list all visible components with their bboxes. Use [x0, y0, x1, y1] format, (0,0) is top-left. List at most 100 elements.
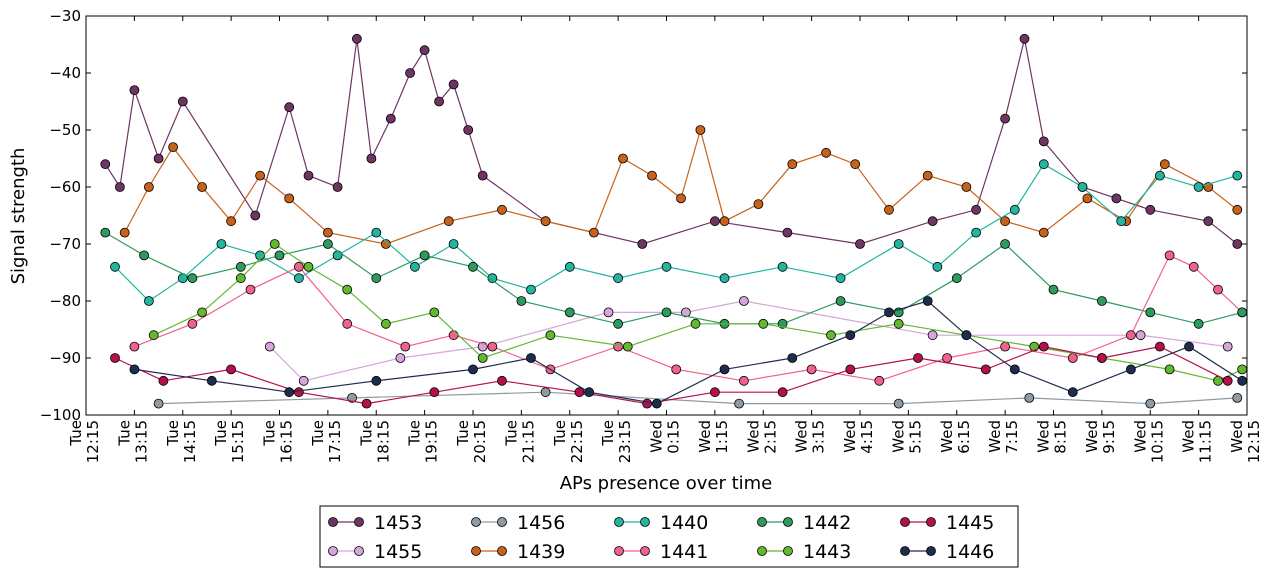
legend-item-1445: 1445	[900, 512, 994, 534]
legend-marker	[783, 546, 793, 556]
point-1446-7	[651, 398, 662, 409]
point-1443-12	[758, 318, 769, 329]
point-1440-5	[293, 273, 304, 284]
point-1453-20	[710, 216, 720, 227]
point-1442-3	[235, 261, 246, 272]
point-1456-0	[153, 398, 164, 409]
point-1446-9	[787, 353, 798, 363]
point-1443-20	[1237, 364, 1247, 375]
x-tick-label: Wed 10:15	[1131, 420, 1166, 463]
point-1453-21	[782, 227, 793, 238]
point-1442-8	[468, 261, 478, 272]
x-tick-time: 14:15	[181, 420, 199, 463]
series-line-1456	[158, 391, 1238, 405]
point-1439-15	[676, 193, 686, 204]
x-tick-day: Tue	[357, 420, 375, 447]
point-1446-10	[845, 330, 856, 341]
point-1442-10	[564, 307, 575, 318]
x-tick-day: Tue	[454, 420, 472, 447]
point-1455-6	[739, 296, 749, 306]
point-1446-17	[1184, 341, 1194, 352]
x-tick-time: 17:15	[326, 420, 344, 463]
legend-item-1446: 1446	[900, 541, 994, 563]
point-1439-20	[821, 147, 831, 158]
point-1445-3	[293, 387, 304, 398]
x-tick-day: Wed	[696, 420, 714, 453]
point-1439-19	[787, 159, 798, 170]
point-1441-18	[1164, 250, 1175, 261]
x-tick-label: Tue 22:15	[551, 420, 586, 463]
point-1442-22	[1193, 318, 1204, 329]
point-1446-12	[922, 296, 933, 306]
point-1453-25	[1000, 113, 1010, 124]
point-1445-0	[110, 353, 120, 363]
point-1439-21	[850, 159, 861, 170]
x-tick-label: Tue 14:15	[164, 420, 199, 463]
point-1456-5	[1024, 392, 1035, 403]
point-1443-18	[1164, 364, 1175, 375]
point-1442-5	[322, 239, 333, 249]
point-1440-15	[719, 273, 730, 284]
point-1441-11	[739, 375, 749, 386]
legend-frame	[319, 505, 1019, 568]
point-1453-30	[1145, 204, 1156, 215]
point-1440-26	[1193, 182, 1204, 192]
point-1441-14	[942, 353, 952, 363]
y-tick-label: −50	[49, 121, 81, 139]
legend-marker	[471, 546, 481, 556]
point-1442-11	[613, 318, 623, 329]
x-tick-label: Wed 12:15	[1228, 420, 1263, 463]
point-1445-6	[497, 375, 507, 386]
point-1443-7	[429, 307, 440, 318]
x-tick-day: Tue	[406, 420, 424, 447]
point-1445-11	[845, 364, 856, 375]
legend-item-1456: 1456	[471, 512, 565, 534]
point-1443-8	[477, 353, 488, 363]
point-1453-13	[419, 45, 430, 56]
series-line-1439	[124, 127, 1238, 245]
series-line-1441	[134, 254, 1243, 382]
point-1441-3	[293, 261, 304, 272]
x-tick-label: Tue 18:15	[357, 420, 392, 463]
point-1456-3	[734, 398, 744, 409]
x-tick-day: Tue	[212, 420, 230, 447]
x-tick-day: Tue	[599, 420, 617, 447]
y-tick-label: −40	[49, 64, 81, 82]
series-1446	[129, 296, 1247, 409]
point-1453-14	[434, 96, 445, 107]
point-1455-4	[603, 307, 614, 318]
point-1441-16	[1067, 353, 1078, 363]
point-1456-4	[893, 398, 904, 409]
point-1453-29	[1111, 193, 1122, 204]
point-1445-1	[158, 375, 169, 386]
point-1453-9	[351, 33, 362, 44]
point-1439-17	[719, 216, 730, 227]
point-1441-1	[187, 318, 198, 329]
series-1440	[110, 159, 1243, 306]
point-1453-4	[177, 96, 188, 107]
series-1439	[119, 125, 1243, 249]
point-1453-0	[100, 159, 111, 170]
legend-label: 1446	[946, 541, 994, 563]
x-tick-label: Wed 5:15	[889, 420, 924, 454]
point-1456-6	[1145, 398, 1156, 409]
point-1445-16	[1155, 341, 1165, 352]
x-tick-day: Wed	[938, 420, 956, 453]
point-1442-21	[1145, 307, 1156, 318]
legend-marker	[757, 546, 767, 556]
point-1440-19	[932, 261, 943, 272]
legend-marker	[783, 517, 793, 527]
point-1441-7	[487, 341, 498, 352]
y-tick-label: −80	[49, 292, 81, 310]
point-1445-7	[574, 387, 585, 398]
x-axis: Tue 12:15 Tue 13:15 Tue 14:15 Tue 15:15 Tue 16:15…	[67, 16, 1263, 463]
x-tick-label: Wed 8:15	[1035, 420, 1070, 454]
y-tick-label: −70	[49, 235, 81, 253]
point-1453-26	[1019, 33, 1030, 44]
legend-marker	[328, 546, 338, 556]
point-1440-12	[564, 261, 575, 272]
x-tick-label: Wed 1:15	[696, 420, 731, 454]
point-1453-1	[115, 182, 125, 192]
